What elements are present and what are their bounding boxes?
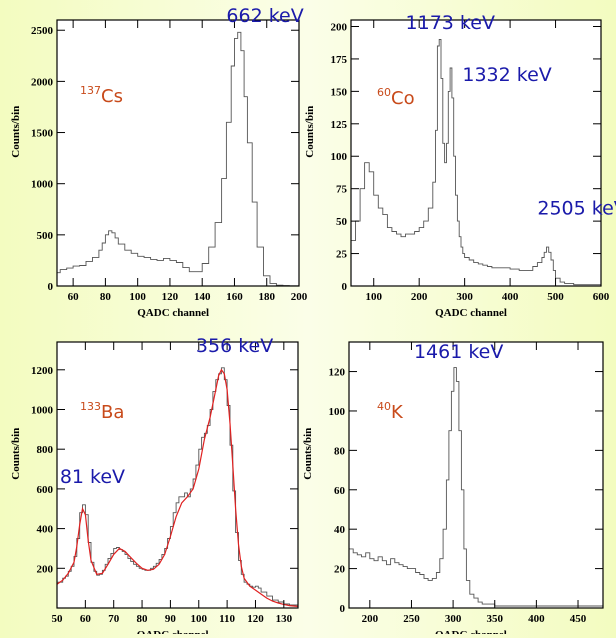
y-tick-label: 50 <box>336 216 348 228</box>
x-tick-label: 60 <box>80 613 92 625</box>
chart-ba133: 50 60 70 80 90 100 110 120 130 200 400 600 800 1000 12… <box>10 335 299 638</box>
y-tick-label: 120 <box>329 367 346 379</box>
isotope-label: 137Cs <box>80 84 123 107</box>
y-tick-label: 1500 <box>31 128 54 140</box>
y-tick-label: 1000 <box>31 179 54 191</box>
histogram-series <box>349 367 603 607</box>
plot-area <box>57 342 298 608</box>
x-tick-label: 120 <box>247 613 264 625</box>
y-tick-label: 1000 <box>31 404 54 416</box>
x-axis-label: QADC channel <box>435 629 507 634</box>
x-tick-label: 500 <box>547 291 564 303</box>
x-tick-label: 300 <box>445 613 462 625</box>
x-tick-label: 110 <box>219 613 235 625</box>
x-tick-label: 60 <box>68 291 80 303</box>
isotope-label: 133Ba <box>80 400 124 423</box>
y-tick-label: 80 <box>334 445 346 457</box>
plot-frame <box>348 341 604 609</box>
x-tick-label: 200 <box>362 613 379 625</box>
y-tick-label: 600 <box>37 484 54 496</box>
y-axis-label: Counts/bin <box>10 106 22 158</box>
y-tick-label: 0 <box>340 603 346 615</box>
x-tick-label: 130 <box>276 613 293 625</box>
y-tick-label: 125 <box>331 119 348 131</box>
x-tick-label: 100 <box>191 613 208 625</box>
y-tick-label: 75 <box>336 184 348 196</box>
chart-k40: 200 250 300 350 400 450 0 20 40 60 80 100 120 QADC ch… <box>302 341 604 638</box>
peak-energy-label: 356 keV <box>196 335 273 357</box>
plot-frame <box>350 19 602 287</box>
x-tick-label: 300 <box>456 291 473 303</box>
peak-energy-label: 662 keV <box>226 5 303 27</box>
x-tick-label: 400 <box>502 291 519 303</box>
peak-energy-label: 1332 keV <box>462 64 551 86</box>
y-tick-label: 200 <box>37 563 54 575</box>
plot-frame <box>56 19 300 287</box>
x-tick-label: 250 <box>403 613 420 625</box>
x-tick-label: 140 <box>194 291 211 303</box>
y-tick-label: 100 <box>329 406 346 418</box>
x-tick-label: 350 <box>486 613 503 625</box>
x-tick-label: 160 <box>226 291 243 303</box>
y-tick-label: 400 <box>37 524 54 536</box>
y-tick-label: 100 <box>331 151 348 163</box>
x-tick-label: 70 <box>108 613 120 625</box>
chart-cs137: 60 80 100 120 140 160 180 200050010001500200025… <box>10 5 308 319</box>
y-tick-label: 40 <box>334 524 346 536</box>
y-tick-label: 2000 <box>31 76 54 88</box>
histogram-series <box>57 31 299 286</box>
y-tick-label: 800 <box>37 444 54 456</box>
peak-energy-label: 1461 keV <box>414 341 503 363</box>
x-axis-label: QADC channel <box>137 307 209 319</box>
y-axis-label: Counts/bin <box>10 428 22 480</box>
y-tick-label: 175 <box>331 54 348 66</box>
y-axis-label: Counts/bin <box>304 106 316 158</box>
y-tick-label: 25 <box>336 249 348 261</box>
x-tick-label: 200 <box>411 291 428 303</box>
peak-energy-label: 1173 keV <box>406 12 495 34</box>
plot-area <box>57 20 299 286</box>
x-axis-label: QADC channel <box>435 307 507 319</box>
x-tick-label: 180 <box>258 291 275 303</box>
x-tick-label: 100 <box>365 291 382 303</box>
peak-energy-label: 2505 keV <box>537 198 616 220</box>
x-tick-label: 120 <box>162 291 179 303</box>
peak-energy-label: 81 keV <box>60 466 125 488</box>
isotope-label: 40K <box>377 400 404 423</box>
isotope-label: 60Co <box>377 86 415 109</box>
y-tick-label: 60 <box>334 485 346 497</box>
x-tick-label: 100 <box>129 291 146 303</box>
x-tick-label: 90 <box>165 613 177 625</box>
y-tick-label: 150 <box>331 86 348 98</box>
plot-area <box>351 20 601 286</box>
y-tick-label: 20 <box>334 564 346 576</box>
fit-curve <box>57 368 298 607</box>
histogram-series <box>351 39 601 286</box>
x-tick-label: 450 <box>570 613 587 625</box>
y-axis-label: Counts/bin <box>302 428 314 480</box>
x-tick-label: 400 <box>528 613 545 625</box>
x-tick-label: 200 <box>291 291 308 303</box>
x-tick-label: 600 <box>593 291 610 303</box>
x-tick-label: 50 <box>52 613 64 625</box>
y-tick-label: 0 <box>48 281 54 293</box>
y-tick-label: 200 <box>331 21 348 33</box>
y-tick-label: 0 <box>342 281 348 293</box>
x-tick-label: 80 <box>100 291 112 303</box>
y-tick-label: 1200 <box>31 365 54 377</box>
y-tick-label: 2500 <box>31 25 54 37</box>
plot-frame <box>56 341 299 609</box>
plot-area <box>349 342 603 608</box>
x-axis-label: QADC channel <box>137 629 209 634</box>
x-tick-label: 80 <box>137 613 149 625</box>
y-tick-label: 500 <box>37 230 54 242</box>
chart-co60: 100 200 300 400 500 600 0 25 50 75 100 125 150 175 200… <box>304 12 616 319</box>
